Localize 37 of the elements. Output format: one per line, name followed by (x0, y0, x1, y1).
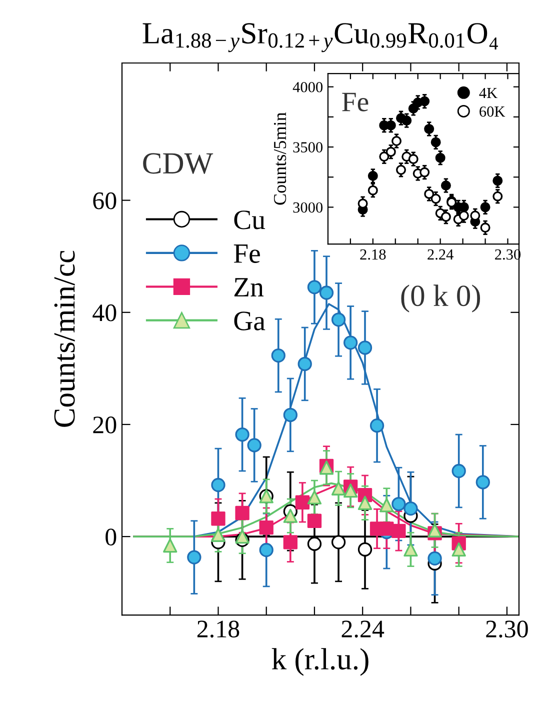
y-axis-title: Counts/5min (274, 112, 286, 205)
legend-label: Ga (234, 312, 266, 330)
point (452, 542, 466, 557)
point (358, 496, 372, 510)
legend-label: 4K (479, 88, 498, 98)
legend-label: 60K (480, 106, 506, 117)
point (428, 523, 442, 538)
y-tick-label: 60 (93, 192, 116, 210)
y-tick-label: 0 (106, 528, 116, 546)
y-axis-title: Counts/min/cc (54, 250, 75, 427)
annotation: CDW (143, 153, 214, 174)
y-tick-label: 3500 (293, 142, 323, 152)
y-tick-label: 4000 (292, 82, 323, 92)
point (380, 498, 394, 512)
y-tick-label: 20 (93, 416, 116, 434)
x-tick-label: 2.18 (360, 249, 386, 260)
legend-label: Fe (234, 244, 260, 263)
point (283, 508, 298, 523)
point (235, 529, 250, 544)
legend-label: Cu (234, 210, 266, 230)
legend-label: Zn (234, 278, 264, 296)
point (163, 538, 178, 553)
y-tick-label: 3000 (293, 202, 323, 213)
y-tick-label: 40 (92, 304, 116, 322)
point (211, 528, 226, 542)
x-tick-label: 2.30 (486, 620, 528, 638)
annotation: (0 k 0) (401, 284, 480, 312)
x-tick-label: 2.18 (197, 620, 240, 638)
chart-title: La$_{1.88−y}$Sr$_{0.12+y}$Cu$_{0.99}$R$_{0.01}$O₄ (142, 23, 498, 52)
point (343, 484, 358, 498)
x-tick-label: 2.24 (428, 249, 454, 260)
point (331, 481, 346, 496)
point (307, 490, 322, 504)
point (404, 542, 418, 557)
x-tick-label: 2.24 (342, 620, 384, 638)
annotation: Fe (342, 92, 368, 112)
x-axis-title: k (r.l.u.) (272, 648, 368, 676)
